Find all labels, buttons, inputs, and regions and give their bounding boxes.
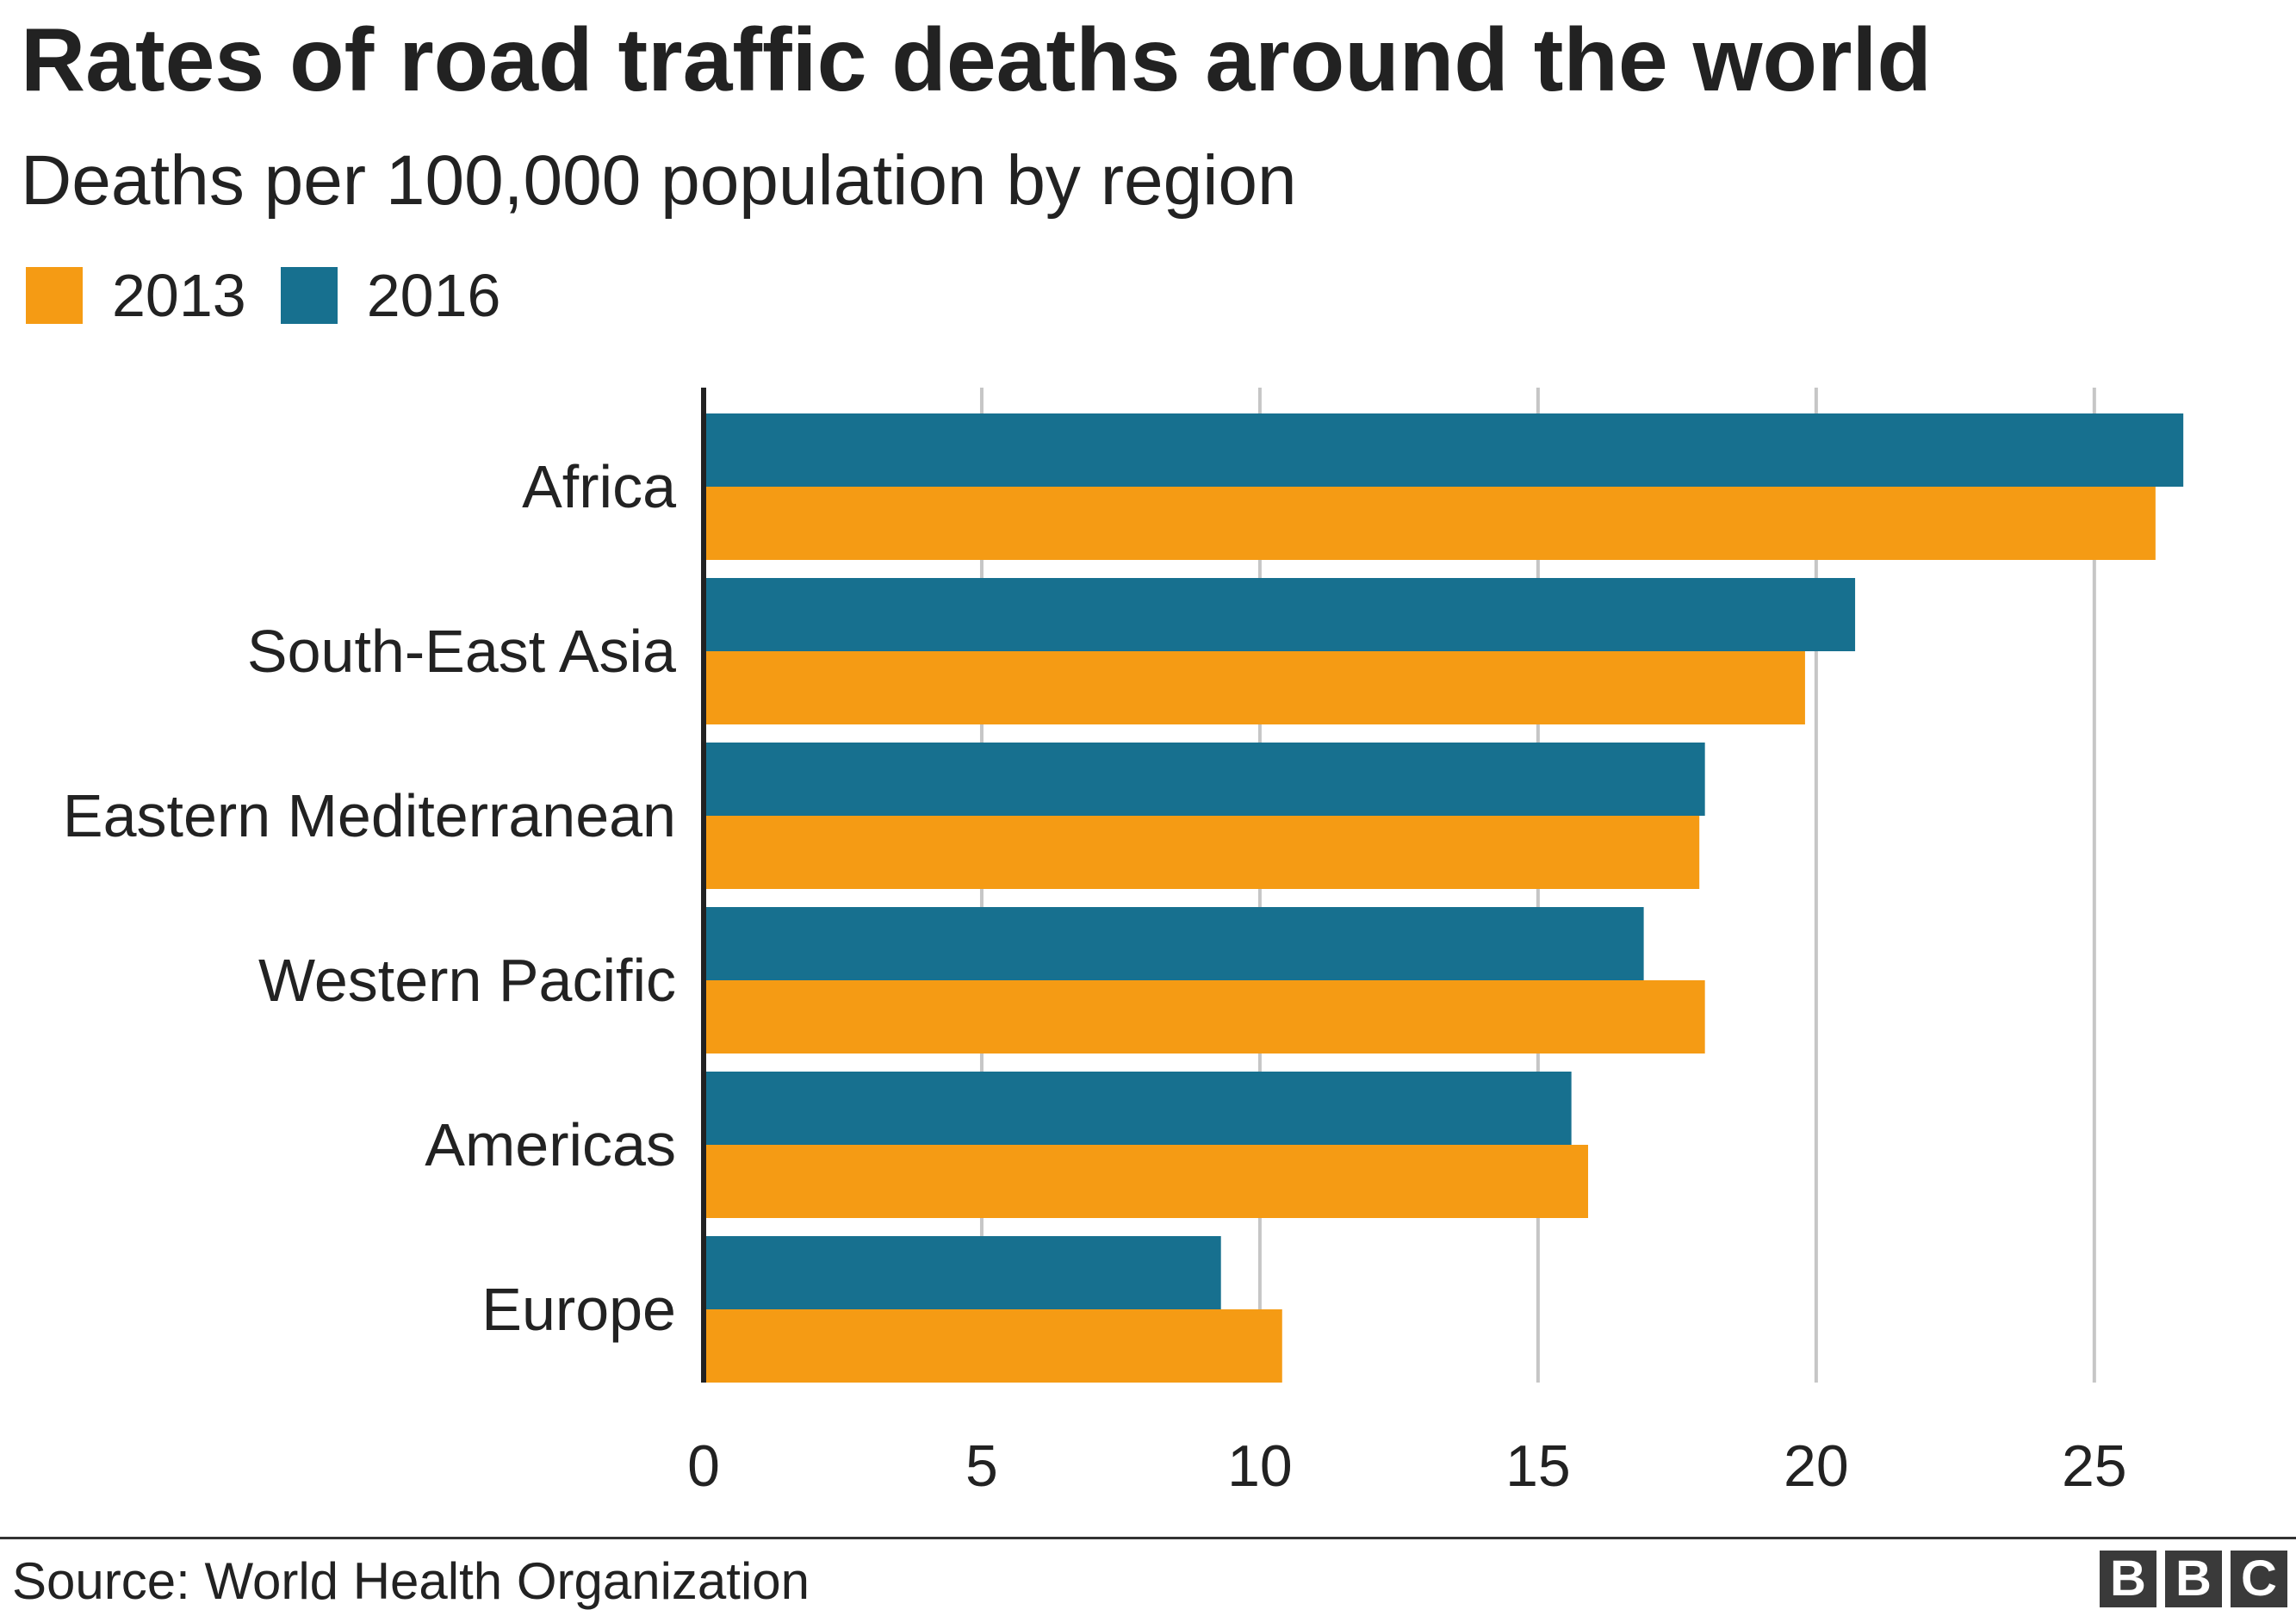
label-layer: 0 5 10 15 20 25 Africa South-East Asia Eastern M… — [63, 453, 2127, 1499]
category-label: South-East Asia — [247, 618, 676, 685]
bar-2016 — [704, 907, 1644, 980]
legend-swatch-2016 — [280, 267, 338, 324]
bar-2013 — [704, 651, 1805, 724]
legend-label-2016: 2016 — [366, 262, 501, 329]
bar-2016 — [704, 1072, 1572, 1145]
bar-2013 — [704, 980, 1705, 1054]
bar-layer — [704, 413, 2184, 1383]
x-tick-label: 5 — [965, 1433, 998, 1499]
category-label: Western Pacific — [258, 947, 676, 1014]
bar-chart: 0 5 10 15 20 25 Africa South-East Asia Eastern M… — [63, 388, 2184, 1499]
bar-2016 — [704, 743, 1705, 816]
category-label: Eastern Mediterranean — [63, 782, 676, 849]
legend-label-2013: 2013 — [112, 262, 246, 329]
bbc-logo-letter: B — [2165, 1551, 2222, 1607]
legend-item-2013: 2013 — [26, 261, 246, 330]
category-label: Africa — [522, 453, 676, 520]
legend-item-2016: 2016 — [280, 261, 501, 330]
chart-subtitle: Deaths per 100,000 population by region — [21, 141, 1297, 220]
bar-2016 — [704, 578, 1856, 651]
x-tick-label: 10 — [1227, 1433, 1293, 1499]
x-tick-label: 0 — [687, 1433, 720, 1499]
legend-swatch-2013 — [26, 267, 83, 324]
bar-2013 — [704, 1145, 1589, 1218]
bar-2013 — [704, 1309, 1282, 1383]
x-tick-label: 25 — [2062, 1433, 2127, 1499]
bar-2016 — [704, 413, 2184, 487]
legend: 2013 2016 — [26, 261, 535, 330]
bbc-logo-letter: B — [2100, 1551, 2156, 1607]
x-tick-label: 15 — [1505, 1433, 1571, 1499]
bar-2016 — [704, 1236, 1221, 1309]
category-label: Europe — [481, 1276, 676, 1343]
category-label: Americas — [425, 1111, 676, 1178]
x-tick-label: 20 — [1784, 1433, 1849, 1499]
source-note: Source: World Health Organization — [12, 1552, 810, 1610]
bar-2013 — [704, 487, 2156, 560]
bbc-logo: B B C — [2091, 1551, 2287, 1607]
bbc-logo-letter: C — [2231, 1551, 2287, 1607]
footer-divider — [0, 1537, 2296, 1539]
chart-title: Rates of road traffic deaths around the … — [21, 10, 1932, 110]
bar-2013 — [704, 816, 1700, 889]
